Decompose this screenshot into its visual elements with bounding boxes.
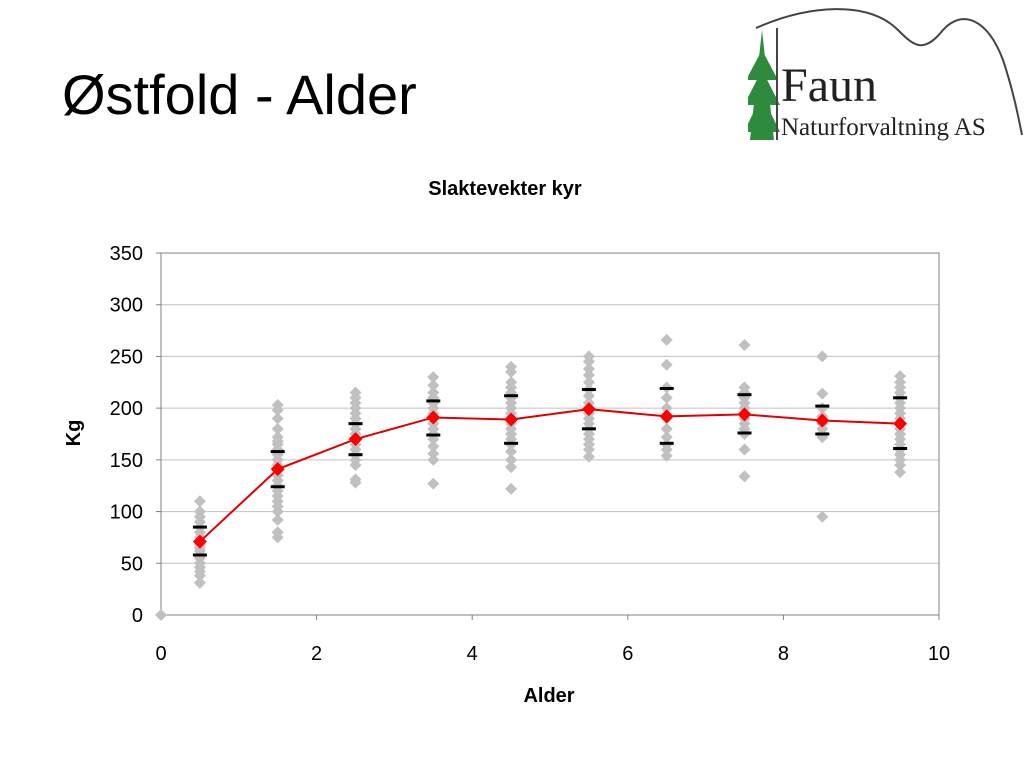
scatter-point: [505, 445, 518, 458]
scatter-point: [660, 449, 673, 462]
tree-icon: [748, 30, 780, 140]
plot-area: [160, 252, 940, 616]
logo-hill-line: [755, 8, 1023, 136]
y-tick-label: 250: [110, 346, 143, 368]
scatter-point: [894, 466, 907, 479]
scatter-point: [193, 569, 206, 582]
scatter-point: [505, 365, 518, 378]
range-marks: [192, 386, 908, 557]
x-tick-label: 4: [467, 643, 478, 665]
scatter-point: [427, 379, 440, 392]
mean-point: [192, 534, 207, 549]
mean-point: [504, 412, 519, 427]
scatter-point: [582, 443, 595, 456]
scatter-point: [349, 476, 362, 489]
y-tick-label: 50: [121, 553, 143, 575]
x-tick-label: 6: [622, 643, 633, 665]
mean-point: [270, 462, 285, 477]
logo-graphic: [748, 8, 1023, 140]
mean-point: [426, 410, 441, 425]
logo-subtitle: Naturforvaltning AS: [781, 114, 986, 141]
scatter-point: [660, 422, 673, 435]
y-axis-label: Kg: [63, 420, 85, 447]
scatter-point: [738, 470, 751, 483]
scatter-point: [660, 333, 673, 346]
y-tick-label: 0: [132, 605, 143, 627]
scatter-point: [271, 422, 284, 435]
mean-point: [815, 413, 830, 428]
scatter-point: [816, 350, 829, 363]
scatter-point: [271, 505, 284, 518]
scatter-point: [582, 355, 595, 368]
mean-point: [348, 432, 363, 447]
scatter-point: [427, 447, 440, 460]
x-tick-label: 10: [928, 643, 950, 665]
y-tick-label: 350: [110, 243, 143, 265]
scatter-point: [660, 443, 673, 456]
slide-title: Østfold - Alder: [62, 63, 417, 126]
scatter-point: [660, 431, 673, 444]
scatter-point: [505, 453, 518, 466]
scatter-point: [271, 404, 284, 417]
axis-ticks: 0 50 100 150 200 250 300 350 0 2 4 6 8 10: [110, 243, 951, 665]
scatter-point: [427, 371, 440, 384]
x-axis-label: Alder: [523, 685, 574, 707]
mean-series: [192, 402, 908, 549]
x-tick-label: 2: [311, 643, 322, 665]
scatter-point: [582, 369, 595, 382]
chart-title: Slaktevekter kyr: [428, 178, 582, 200]
scatter-point: [582, 389, 595, 402]
scatter-point: [816, 510, 829, 523]
scatter-point: [894, 459, 907, 472]
scatter-point: [427, 440, 440, 453]
mean-point: [581, 402, 596, 417]
y-tick-label: 150: [110, 450, 143, 472]
scatter-point: [894, 370, 907, 383]
scatter-point: [738, 443, 751, 456]
scatter-point: [660, 358, 673, 371]
scatter-point: [193, 495, 206, 508]
x-tick-label: 0: [155, 643, 166, 665]
scatter-point: [155, 609, 167, 621]
scatter-point: [505, 482, 518, 495]
company-logo: Faun Naturforvaltning AS: [748, 0, 1024, 150]
scatter-point: [271, 531, 284, 544]
scatter-point: [271, 412, 284, 425]
scatter-point: [582, 450, 595, 463]
scatter-point: [738, 339, 751, 352]
scatter-point: [816, 387, 829, 400]
logo-divider: [776, 28, 778, 140]
scatter-point: [427, 453, 440, 466]
scatter-point: [660, 391, 673, 404]
scatter-point: [582, 376, 595, 389]
scatter-point: [427, 477, 440, 490]
mean-point: [737, 407, 752, 422]
y-tick-label: 200: [110, 398, 143, 420]
y-tick-label: 300: [110, 295, 143, 317]
scatter-point: [349, 459, 362, 472]
y-tick-label: 100: [110, 502, 143, 524]
x-tick-label: 8: [778, 643, 789, 665]
scatter-point: [582, 362, 595, 375]
mean-line: [199, 408, 901, 543]
scatter-point: [271, 513, 284, 526]
scatter-point: [505, 461, 518, 474]
mean-point: [659, 409, 674, 424]
scatter-point: [660, 402, 673, 415]
logo-name: Faun: [781, 59, 877, 112]
scatter-point: [193, 576, 206, 589]
mean-point: [893, 416, 908, 431]
